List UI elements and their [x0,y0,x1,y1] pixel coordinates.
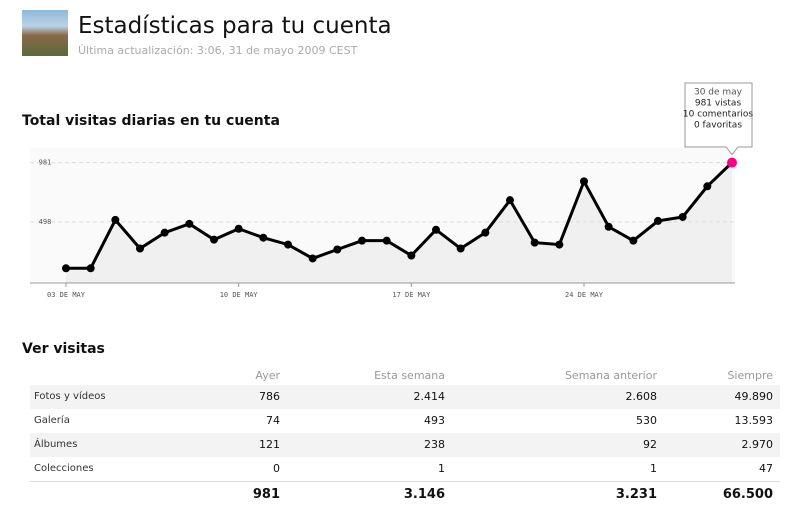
point [727,157,737,168]
cell: 786 [259,390,280,403]
total-cell: 66.500 [722,487,773,502]
cell: 0 [273,462,280,475]
point [62,264,70,273]
cell: 47 [759,462,773,475]
total-cell: 3.231 [615,487,657,502]
point [210,235,218,244]
point [111,215,120,224]
area [66,162,732,283]
cell: 1 [650,462,657,475]
row-label: Fotos y vídeos [34,391,106,402]
x-tick-label: 24 DE MAY [565,291,604,299]
x-tick-label: 17 DE MAY [392,291,431,299]
point [456,244,465,253]
total-cell: 981 [252,487,280,502]
column-header: Esta semana [374,369,445,382]
cell: 2.970 [741,438,774,451]
cell: 92 [643,438,657,451]
subtitle: Última actualización: 3:06, 31 de mayo 2… [78,44,358,57]
cell: 2.608 [625,390,658,403]
tooltip-box [684,82,753,156]
point [432,225,440,234]
total-cell: 3.146 [403,487,445,502]
row-label: Álbumes [34,439,78,450]
row-background [30,385,780,409]
cell: 1 [438,462,445,475]
y-tick-label: 498 [39,218,52,226]
point [382,236,391,245]
x-tick-label: 10 DE MAY [220,291,259,299]
chart: 498 981 03 DE MAY 10 DE MAY 17 DE MAY 24 DE M… [30,82,754,299]
point [580,177,588,186]
column-header: Ayer [255,369,280,382]
point [333,245,342,254]
point [530,238,539,247]
column-header: Semana anterior [564,369,657,382]
point [185,219,194,228]
cell: 13.593 [734,414,774,427]
column-header: Siempre [727,369,773,382]
tooltip-text: 981 vistas [695,99,742,109]
tooltip-text: 0 favoritas [694,121,742,131]
tooltip-text: 30 de may [694,88,743,98]
total-rule [30,481,780,482]
cell: 74 [266,414,280,427]
point [678,212,687,221]
point [481,228,490,237]
point [308,254,317,263]
point [703,182,712,191]
tooltip-text: 10 comentarios [683,110,754,120]
point [604,222,613,231]
line [66,161,734,270]
point [136,244,144,253]
page-title: Estadísticas para tu cuenta [78,13,392,39]
row-label: Galería [34,415,70,426]
point [160,228,169,237]
point [506,196,514,205]
cell: 493 [424,414,445,427]
row-label: Colecciones [34,463,94,474]
point [629,236,638,245]
point [654,216,662,225]
row-background [30,433,780,457]
cell: 121 [259,438,280,451]
point [259,233,268,242]
point [555,240,564,249]
y-tick-label: 981 [39,159,52,167]
chart-title: Total visitas diarias en tu cuenta [22,113,280,129]
table-title: Ver visitas [22,341,105,357]
point [284,240,292,249]
point [86,264,95,273]
cell: 238 [424,438,445,451]
avatar [22,10,68,56]
table: Ayer Esta semana Semana anterior Siempre Fot… [30,365,780,510]
point [407,251,416,260]
x-tick-label: 03 DE MAY [47,291,86,299]
cell: 49.890 [734,390,774,403]
point [358,236,366,245]
cell: 530 [636,414,657,427]
cell: 2.414 [413,390,446,403]
point [234,224,243,233]
